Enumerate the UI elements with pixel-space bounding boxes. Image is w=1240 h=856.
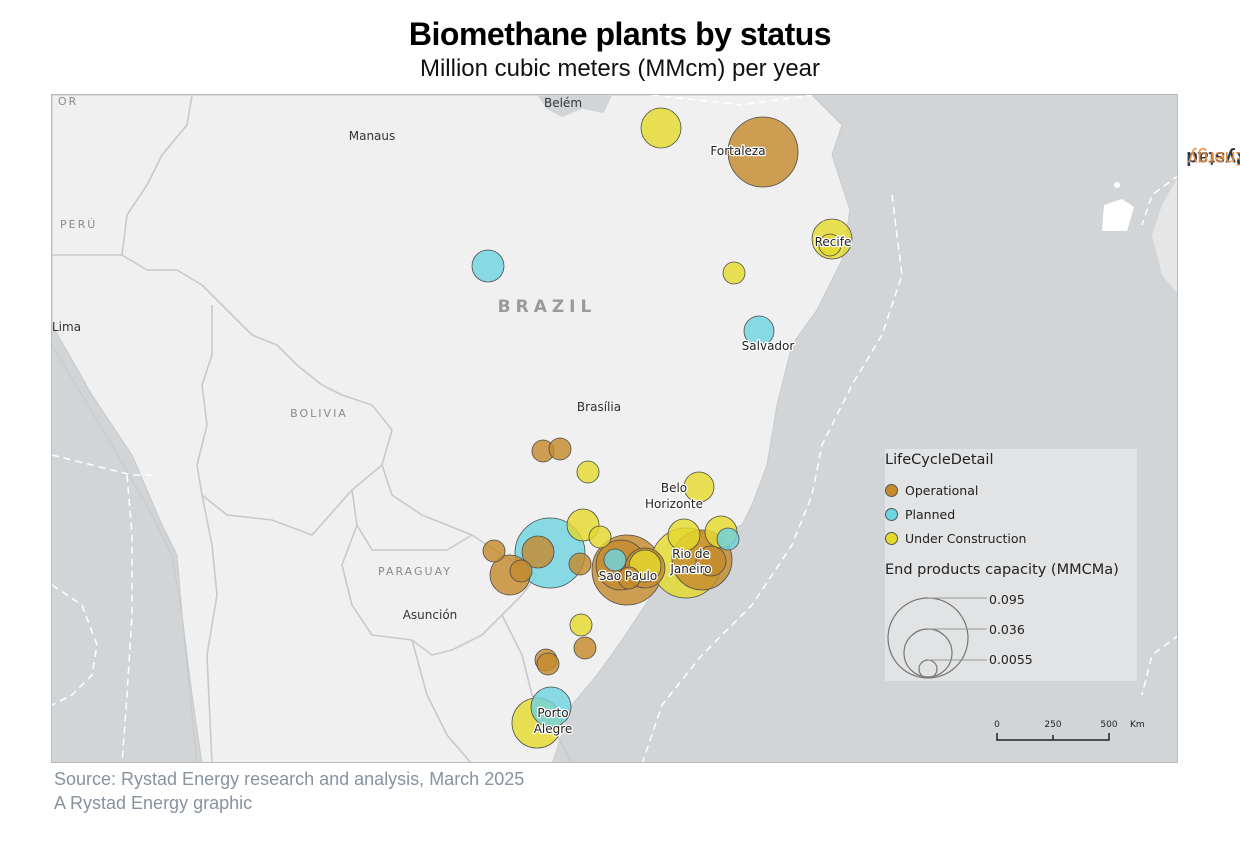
label-manaus: Manaus — [349, 129, 396, 143]
legend-label-planned: Planned — [905, 506, 956, 522]
label-belo-horizonte-2: Horizonte — [645, 497, 703, 511]
chart-title: Biomethane plants by status — [408, 16, 832, 52]
legend-size-circles — [887, 597, 987, 679]
legend-swatch-planned — [885, 507, 898, 521]
island — [1102, 199, 1134, 231]
label-ecuador-frag: OR — [58, 95, 78, 108]
legend-size-large: 0.095 — [989, 592, 1025, 607]
legend-size-title: End products capacity (MMCMa) — [885, 562, 1119, 578]
label-peru: PERÚ — [60, 218, 97, 231]
plant-bubble-22[interactable] — [617, 566, 641, 590]
label-lima: Lima — [52, 320, 81, 334]
plant-bubble-29[interactable] — [716, 527, 740, 551]
plant-bubble-3[interactable] — [818, 233, 842, 257]
credit-text: A Rystad Energy graphic — [54, 793, 253, 813]
plant-bubble-30[interactable] — [695, 545, 727, 577]
brand-part2: Energy — [1187, 147, 1240, 168]
map-canvas: Belém Manaus OR PERÚ Lima BRAZIL BOLIVIA… — [52, 95, 1177, 762]
source-text: Source: Rystad Energy research and analy… — [54, 769, 525, 789]
country-borders — [52, 95, 572, 762]
legend: LifeCycleDetail Operational Planned Unde… — [885, 449, 1137, 681]
plant-bubble-35[interactable] — [530, 686, 572, 728]
label-sao-paulo: Sao Paulo — [599, 569, 657, 583]
plant-bubble-8[interactable] — [548, 437, 572, 461]
label-porto-alegre-2: Alegre — [534, 722, 573, 736]
plant-bubble-34[interactable] — [536, 652, 560, 676]
pacific-coast — [52, 344, 198, 762]
label-fortaleza: Fortaleza — [710, 144, 765, 158]
scale-tick-0: 0 — [994, 720, 1000, 730]
legend-swatch-under-construction — [885, 531, 898, 545]
legend-item-operational: Operational — [885, 481, 978, 499]
label-salvador: Salvador — [742, 339, 795, 353]
legend-swatch-operational — [885, 483, 898, 497]
plant-bubble-5[interactable] — [722, 261, 746, 285]
scale-unit: Km — [1130, 720, 1145, 730]
legend-size-medium: 0.036 — [989, 622, 1025, 637]
label-bolivia: BOLIVIA — [290, 407, 348, 420]
plant-bubble-17[interactable] — [509, 559, 533, 583]
plant-bubble-15[interactable] — [482, 539, 506, 563]
plant-bubble-4[interactable] — [471, 249, 505, 283]
label-asuncion: Asunción — [403, 608, 458, 622]
pacific-ocean — [52, 345, 197, 762]
legend-label-under-construction: Under Construction — [905, 530, 1027, 546]
plant-bubble-12[interactable] — [588, 525, 612, 549]
north-corner-land — [1152, 178, 1177, 293]
label-belo-horizonte-1: Belo — [661, 481, 687, 495]
plant-bubble-27[interactable] — [667, 518, 701, 552]
plant-bubble-31[interactable] — [569, 613, 593, 637]
scale-tick-250: 250 — [1044, 720, 1061, 730]
maritime-boundaries — [52, 95, 1177, 762]
plant-bubble-6[interactable] — [743, 315, 775, 347]
plant-bubble-14[interactable] — [521, 535, 555, 569]
chart-subtitle: Million cubic meters (MMcm) per year — [419, 55, 821, 82]
label-rio-2: Janeiro — [669, 562, 711, 576]
plant-bubbles — [471, 107, 853, 749]
plant-bubble-1[interactable] — [640, 107, 682, 149]
plant-bubble-32[interactable] — [573, 636, 597, 660]
label-belem: Belém — [544, 96, 582, 110]
scale-tick-500: 500 — [1100, 720, 1117, 730]
label-brazil: BRAZIL — [498, 297, 597, 317]
source-note: Source: Rystad Energy research and analy… — [54, 767, 524, 815]
legend-item-under-construction: Under Construction — [885, 529, 1026, 547]
island-small — [1114, 182, 1120, 188]
legend-label-operational: Operational — [905, 482, 979, 498]
plant-bubble-10[interactable] — [683, 471, 715, 503]
amazon-delta — [537, 95, 612, 117]
plant-bubble-9[interactable] — [576, 460, 600, 484]
plant-bubble-0[interactable] — [727, 116, 799, 188]
legend-item-planned: Planned — [885, 505, 955, 523]
label-brasilia: Brasília — [577, 400, 621, 414]
legend-title: LifeCycleDetail — [885, 452, 994, 468]
plant-bubble-21[interactable] — [603, 548, 627, 572]
plant-bubble-18[interactable] — [568, 552, 592, 576]
legend-size-small: 0.0055 — [989, 652, 1033, 667]
label-porto-alegre-1: Porto — [537, 706, 568, 720]
scale-bar: 0 250 500 Km — [994, 720, 1145, 741]
map-panel[interactable]: Belém Manaus OR PERÚ Lima BRAZIL BOLIVIA… — [51, 94, 1178, 763]
label-recife: Recife — [815, 235, 852, 249]
label-rio-1: Rio de — [672, 547, 710, 561]
label-paraguay: PARAGUAY — [378, 565, 452, 578]
